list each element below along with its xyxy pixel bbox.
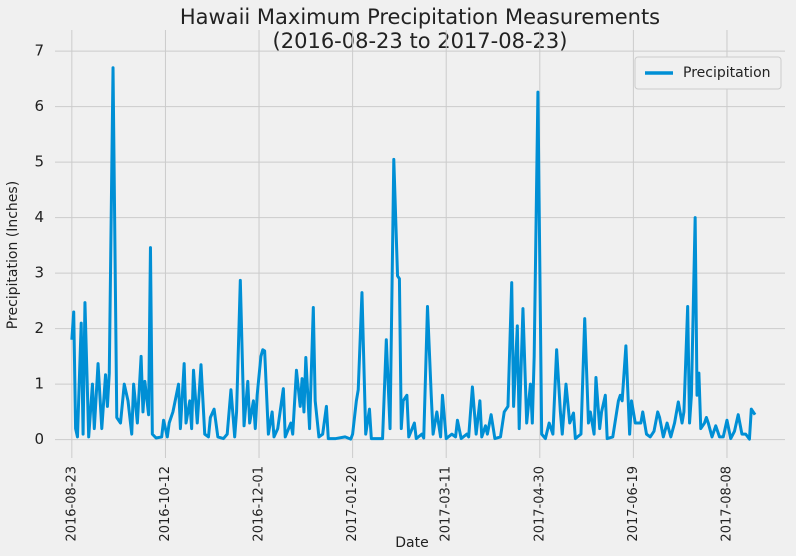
- y-tick-label: 5: [34, 153, 44, 171]
- x-tick-label: 2016-08-23: [64, 466, 79, 542]
- x-tick-label: 2016-10-12: [158, 466, 173, 542]
- y-tick-label: 2: [34, 319, 44, 337]
- line: [70, 66, 757, 441]
- legend-label: Precipitation: [683, 65, 771, 81]
- x-tick-label: 2017-01-20: [345, 466, 360, 542]
- grid: [55, 30, 785, 458]
- chart-title: (2016-08-23 to 2017-08-23): [273, 29, 568, 53]
- y-tick-label: 7: [34, 42, 44, 60]
- x-tick-label: 2017-06-19: [626, 466, 641, 542]
- x-tick-label: 2017-08-08: [719, 466, 734, 542]
- chart-title: Hawaii Maximum Precipitation Measurement…: [180, 5, 660, 29]
- x-tick-label: 2017-03-11: [439, 466, 454, 542]
- x-tick-label: 2017-04-30: [532, 466, 547, 542]
- y-tick-label: 1: [34, 375, 44, 393]
- x-tick-label: 2016-12-01: [252, 466, 267, 542]
- y-tick-label: 0: [34, 430, 44, 448]
- y-tick-label: 6: [34, 97, 44, 115]
- y-axis-label: Precipitation (Inches): [5, 181, 21, 329]
- y-tick-label: 3: [34, 264, 44, 282]
- legend-box: [634, 56, 782, 90]
- y-tick-label: 4: [34, 208, 44, 226]
- x-axis-label: Date: [395, 535, 428, 551]
